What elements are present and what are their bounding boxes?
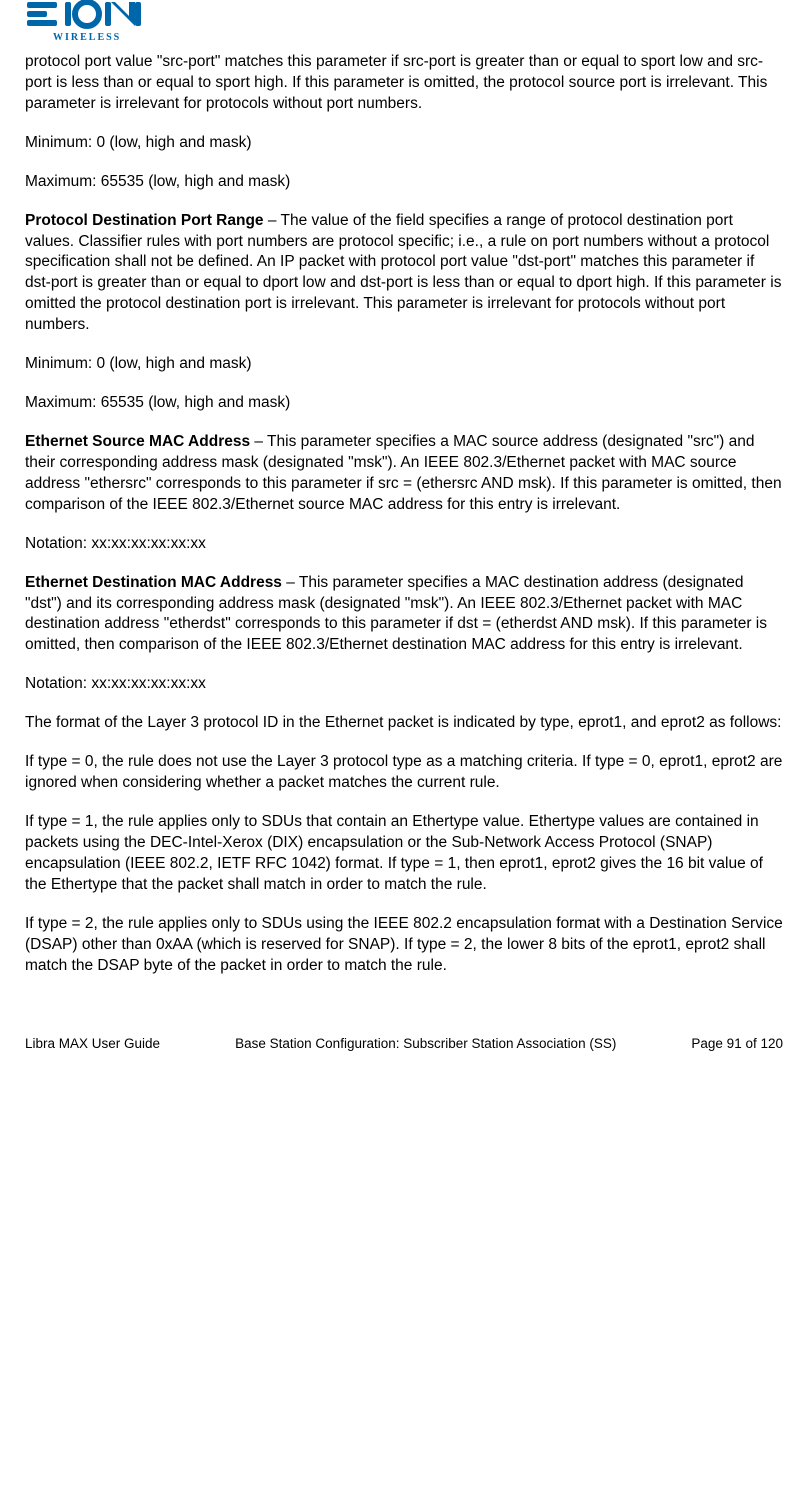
paragraph-layer3-intro: The format of the Layer 3 protocol ID in… — [25, 713, 783, 734]
eion-logo-icon: WIRELESS — [25, 0, 155, 44]
heading-eth-dst: Ethernet Destination MAC Address — [25, 574, 282, 591]
paragraph-eth-dst: Ethernet Destination MAC Address – This … — [25, 573, 783, 657]
logo-subtext: WIRELESS — [53, 32, 121, 43]
paragraph-eth-src: Ethernet Source MAC Address – This param… — [25, 432, 783, 516]
paragraph-type0: If type = 0, the rule does not use the L… — [25, 752, 783, 794]
page-footer: Libra MAX User Guide Base Station Config… — [25, 1036, 783, 1051]
footer-right: Page 91 of 120 — [691, 1036, 783, 1051]
document-page: WIRELESS protocol port value "src-port" … — [0, 0, 808, 1081]
paragraph-max-src: Maximum: 65535 (low, high and mask) — [25, 172, 783, 193]
footer-center: Base Station Configuration: Subscriber S… — [235, 1036, 616, 1051]
paragraph-min-dst: Minimum: 0 (low, high and mask) — [25, 354, 783, 375]
paragraph-type2: If type = 2, the rule applies only to SD… — [25, 914, 783, 977]
paragraph-type1: If type = 1, the rule applies only to SD… — [25, 812, 783, 896]
paragraph-src-port: protocol port value "src-port" matches t… — [25, 52, 783, 115]
paragraph-min-src: Minimum: 0 (low, high and mask) — [25, 133, 783, 154]
heading-eth-src: Ethernet Source MAC Address — [25, 433, 250, 450]
footer-left: Libra MAX User Guide — [25, 1036, 160, 1051]
paragraph-notation-src: Notation: xx:xx:xx:xx:xx:xx — [25, 534, 783, 555]
paragraph-notation-dst: Notation: xx:xx:xx:xx:xx:xx — [25, 674, 783, 695]
paragraph-max-dst: Maximum: 65535 (low, high and mask) — [25, 393, 783, 414]
paragraph-dst-port: Protocol Destination Port Range – The va… — [25, 211, 783, 337]
text-dst-port: – The value of the field specifies a ran… — [25, 212, 781, 334]
brand-logo: WIRELESS — [25, 0, 783, 44]
heading-dst-port: Protocol Destination Port Range — [25, 212, 264, 229]
